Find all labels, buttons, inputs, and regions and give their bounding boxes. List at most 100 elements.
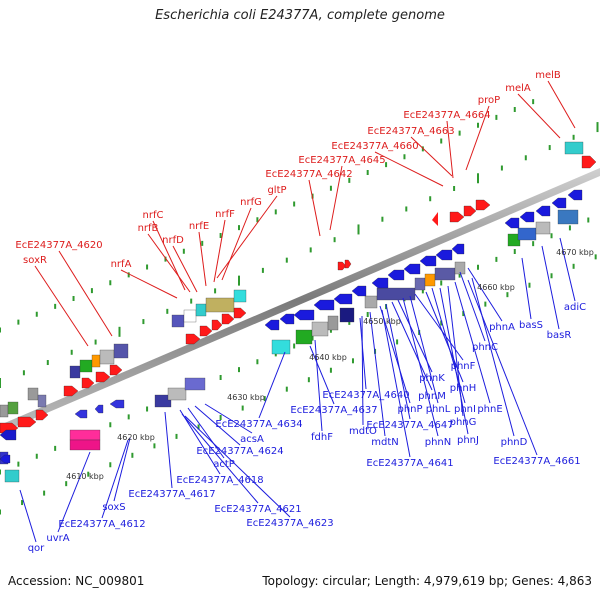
gene-label: mdtN <box>371 437 399 448</box>
leader-line <box>459 271 486 342</box>
gene-label: phnN <box>425 437 452 448</box>
gene-label: nrfE <box>189 221 209 232</box>
gene-label: basR <box>547 330 572 341</box>
gene-label: EcE24377A_4634 <box>215 419 302 430</box>
leader-line <box>213 219 226 283</box>
scale-label: 4650 kbp <box>363 317 401 326</box>
gene-block <box>233 289 247 303</box>
gene-arrow <box>199 325 213 337</box>
leader-line <box>329 165 343 231</box>
gene-block <box>434 267 456 281</box>
gene-label: phnH <box>450 383 477 394</box>
leader-line <box>57 451 91 533</box>
gene-block <box>183 309 197 323</box>
leader-line <box>58 250 113 337</box>
gene-label: EcE24377A_4645 <box>298 155 385 166</box>
gene-block <box>171 314 185 328</box>
gene-label: nrfG <box>240 197 262 208</box>
gene-arrow <box>81 377 95 389</box>
leader-line <box>467 267 503 322</box>
leader-line <box>467 279 538 456</box>
gene-label: nrfD <box>162 235 184 246</box>
gene-label: nrfF <box>215 209 235 220</box>
leader-line <box>164 411 173 489</box>
gene-block <box>339 307 355 323</box>
gene-block <box>7 401 19 415</box>
gene-arrow <box>567 189 583 201</box>
leader-line <box>113 437 131 502</box>
gene-label: EcE24377A_4640 <box>322 390 409 401</box>
leader-line <box>19 489 37 543</box>
gene-label: EcE24377A_4661 <box>493 456 580 467</box>
gene-label: EcE24377A_4660 <box>331 141 418 152</box>
gene-label: nrfC <box>143 210 164 221</box>
gene-arrow <box>109 399 125 409</box>
leader-line <box>172 245 198 293</box>
leader-line <box>465 105 490 171</box>
gene-block <box>535 221 551 235</box>
gene-block <box>79 359 93 373</box>
gene-arrow <box>35 409 49 421</box>
leader-line <box>471 277 515 437</box>
leader-line <box>314 339 323 432</box>
gene-arrow <box>463 205 477 217</box>
gene-arrow <box>264 319 280 331</box>
gene-label: phnF <box>451 361 476 372</box>
leader-line <box>34 265 89 347</box>
gene-block <box>424 273 436 287</box>
leader-line <box>187 407 225 459</box>
gene-label: nrfA <box>111 259 132 270</box>
gene-block <box>4 469 20 483</box>
gene-block <box>454 261 466 275</box>
gene-arrow <box>337 261 347 271</box>
leader-line <box>374 151 444 187</box>
leader-line <box>521 257 532 320</box>
gene-arrow <box>233 307 247 319</box>
gene-arrow <box>504 217 520 229</box>
gene-label: EcE24377A_4647 <box>366 420 453 431</box>
leader-line <box>101 439 129 519</box>
gene-block <box>205 297 235 313</box>
gene-label: EcE24377A_4641 <box>366 458 453 469</box>
leader-line <box>379 305 411 404</box>
genome-backbone <box>0 168 600 433</box>
scale-label: 4610 kbp <box>66 472 104 481</box>
gene-label: phnJ <box>457 435 479 446</box>
leader-line <box>414 293 464 361</box>
gene-label: basS <box>519 320 543 331</box>
gene-block <box>184 377 206 391</box>
gene-label: phnI <box>454 404 476 415</box>
gene-label: actP <box>213 459 235 470</box>
scale-label: 4630 kbp <box>227 393 265 402</box>
gene-arrow <box>313 299 335 311</box>
gene-arrow <box>0 429 17 441</box>
gene-label: fdhF <box>311 432 333 443</box>
gene-label: soxR <box>23 255 47 266</box>
gene-label: phnK <box>419 373 445 384</box>
leader-line <box>547 80 576 129</box>
gene-block <box>364 295 378 309</box>
gene-label: phnM <box>418 391 446 402</box>
gene-arrow <box>403 263 421 275</box>
gene-arrow <box>419 255 437 267</box>
gene-block <box>154 394 172 408</box>
leader-line <box>409 295 439 404</box>
leader-line <box>258 351 286 419</box>
gene-arrow <box>449 211 465 223</box>
gene-block <box>91 354 101 368</box>
gene-arrow <box>344 259 352 269</box>
scale-label: 4670 kbp <box>556 248 594 257</box>
leader-line <box>454 281 491 404</box>
gene-block <box>69 439 101 451</box>
gene-block <box>27 387 39 401</box>
leader-line <box>517 93 561 139</box>
leader-line <box>369 311 386 437</box>
leader-line <box>361 315 364 426</box>
leader-line <box>559 237 576 302</box>
gene-arrow <box>581 155 597 169</box>
gene-label: melA <box>505 83 531 94</box>
gene-label: melB <box>535 70 561 81</box>
gene-arrow <box>519 211 535 223</box>
gene-block <box>564 141 584 155</box>
